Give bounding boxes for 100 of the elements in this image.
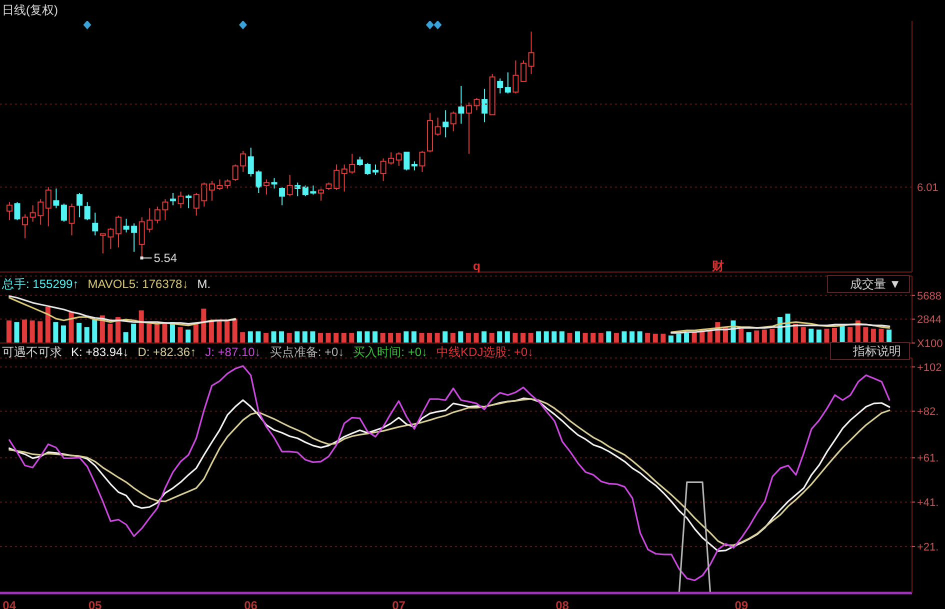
bar — [824, 328, 830, 343]
bar — [482, 331, 487, 343]
bar — [84, 327, 90, 343]
bar — [108, 324, 113, 343]
bar — [154, 324, 160, 343]
bar — [349, 332, 354, 343]
y-tick-label: X100 — [917, 338, 943, 350]
bar — [878, 328, 884, 343]
bar — [458, 331, 464, 343]
bar — [216, 320, 222, 343]
bar — [162, 324, 168, 343]
bar — [442, 331, 448, 343]
bar — [652, 334, 658, 343]
annotation: 成交量 ▼ — [850, 277, 901, 291]
candlestick — [528, 31, 534, 74]
text: M. — [197, 277, 211, 291]
bar — [92, 320, 98, 343]
bar — [193, 324, 198, 343]
bar — [302, 331, 308, 343]
bar — [372, 331, 378, 343]
bar — [240, 332, 246, 343]
bar — [232, 318, 238, 343]
bar — [294, 331, 300, 343]
bar — [770, 328, 775, 343]
bar — [38, 321, 43, 343]
y-tick-label: 2844 — [917, 314, 942, 326]
bar — [271, 331, 276, 343]
bar — [138, 310, 144, 343]
bar — [53, 322, 58, 343]
bar — [60, 325, 66, 343]
bar — [660, 334, 666, 343]
bar — [286, 332, 292, 343]
button: 指标说明 — [830, 342, 910, 360]
bar — [512, 332, 518, 343]
bar — [419, 332, 424, 343]
bar — [606, 331, 612, 343]
bar — [201, 308, 206, 343]
bar — [208, 320, 214, 343]
bar — [598, 332, 604, 343]
bar — [326, 332, 331, 343]
bar — [334, 332, 339, 343]
candlestick — [442, 110, 449, 138]
text: 6.01 — [917, 182, 938, 194]
bar — [800, 327, 806, 343]
bar — [870, 328, 876, 343]
y-tick-label: +82. — [917, 406, 939, 418]
bar — [178, 327, 183, 343]
bar — [146, 324, 152, 343]
text: MAVOL5: 176378↓ — [88, 277, 188, 291]
bar — [622, 331, 627, 343]
bar — [434, 332, 440, 343]
bar — [528, 332, 534, 343]
bar — [22, 320, 28, 343]
y-tick-label: +102 — [917, 362, 942, 374]
bar — [380, 332, 386, 343]
bar — [676, 334, 682, 343]
bar — [520, 332, 526, 343]
bar — [224, 320, 230, 343]
bar — [14, 322, 20, 343]
bar — [411, 331, 416, 343]
bar — [590, 332, 596, 343]
bar — [279, 331, 284, 343]
candlestick — [482, 88, 488, 123]
bar — [388, 332, 394, 343]
bar — [497, 331, 502, 343]
chart-title: 日线(复权) — [2, 3, 58, 17]
bar — [68, 312, 74, 343]
y-tick-label: +61. — [917, 452, 939, 465]
text: K: +83.94↓ — [71, 345, 129, 359]
x-tick-label: 财 — [711, 259, 724, 274]
bar — [808, 328, 814, 343]
chart-title: 可遇不可求 — [2, 345, 62, 359]
bar — [582, 332, 588, 343]
bar — [637, 331, 642, 343]
series-label: J: +87.10↓ — [205, 345, 261, 359]
bar — [645, 332, 650, 343]
candlestick — [458, 85, 464, 124]
bar — [30, 320, 35, 343]
y-tick-label: +41. — [917, 497, 939, 510]
bar — [832, 328, 838, 343]
bar — [396, 332, 401, 343]
bar — [886, 330, 892, 343]
y-tick-label: 5688 — [917, 290, 942, 302]
x-tick-label: q — [472, 259, 480, 274]
bar — [738, 328, 744, 343]
bar — [341, 332, 346, 343]
bar — [248, 331, 253, 343]
annotation: 买入时间: +0↓ — [353, 345, 428, 359]
bar — [574, 331, 580, 343]
bar — [356, 331, 362, 343]
bar — [668, 335, 674, 343]
bar — [45, 306, 50, 343]
bar — [474, 332, 479, 343]
bar — [559, 331, 564, 343]
bar — [793, 324, 798, 343]
bar — [746, 332, 752, 343]
text: D: +82.36↑ — [138, 345, 196, 359]
bar — [536, 331, 542, 343]
bar — [504, 331, 510, 343]
bar — [318, 332, 323, 343]
